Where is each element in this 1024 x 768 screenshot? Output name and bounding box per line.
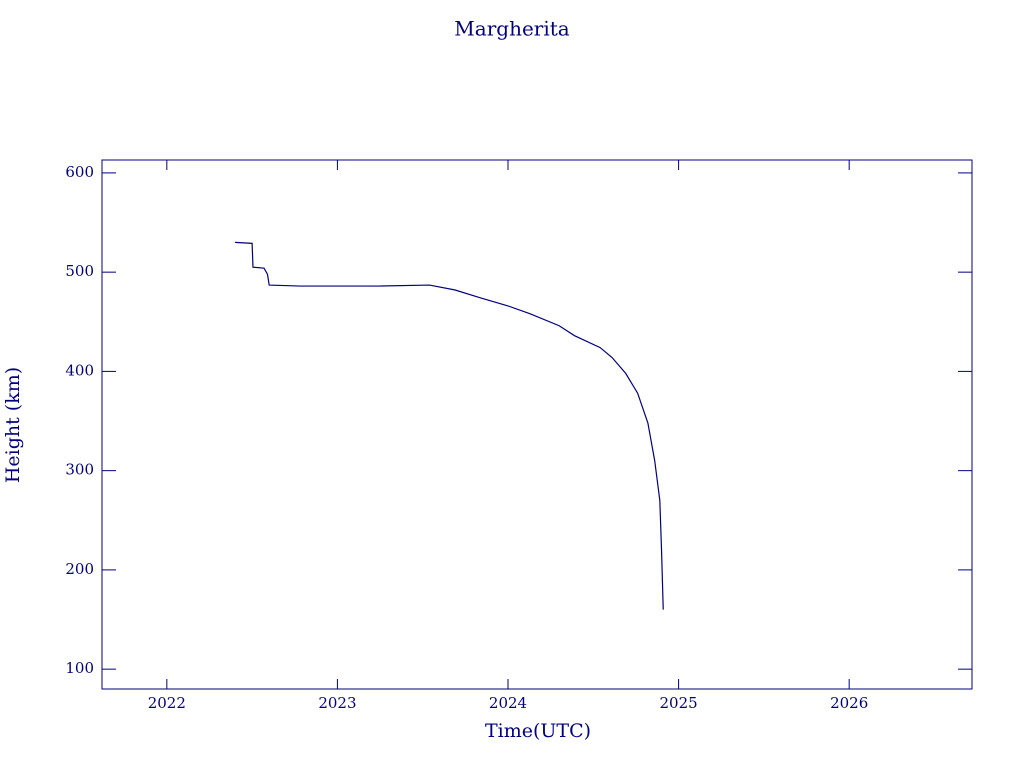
data-line — [235, 241, 664, 610]
y-tick-label: 100 — [65, 659, 94, 677]
y-axis-label: Height (km) — [2, 367, 24, 483]
y-tick-label: 600 — [65, 163, 94, 181]
x-tick-label: 2022 — [148, 694, 186, 712]
x-axis-label: Time(UTC) — [485, 720, 591, 742]
y-tick-label: 200 — [65, 560, 94, 578]
y-tick-label: 400 — [65, 361, 94, 379]
y-tick-label: 300 — [65, 461, 94, 479]
plot-frame — [101, 159, 973, 690]
x-tick-label: 2025 — [659, 694, 697, 712]
x-tick-label: 2024 — [489, 694, 527, 712]
x-tick-label: 2023 — [318, 694, 356, 712]
x-tick-label: 2026 — [830, 694, 868, 712]
y-tick-label: 500 — [65, 262, 94, 280]
chart-title: Margherita — [454, 17, 569, 41]
